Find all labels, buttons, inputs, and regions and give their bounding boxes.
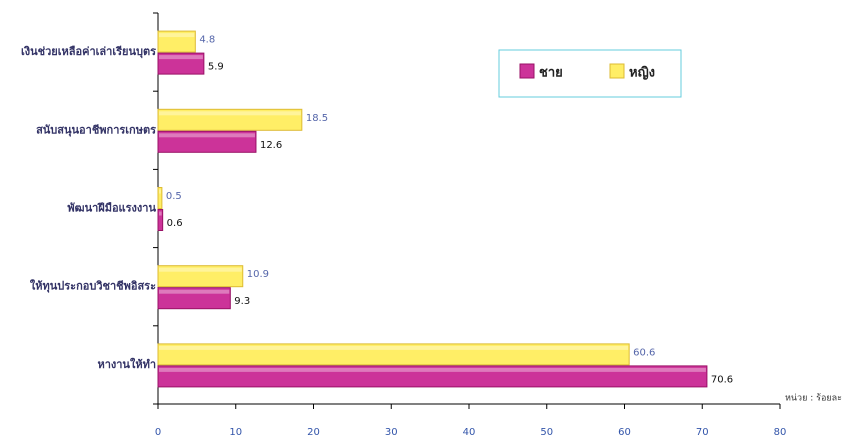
x-tick-label: 0 [155,427,161,438]
legend-swatch [519,63,535,79]
bar [157,30,196,53]
value-label: 10.9 [247,269,269,280]
category-label: สนับสนุนอาชีพการเกษตร [36,123,156,137]
value-label: 70.6 [711,374,733,385]
bar [157,365,708,388]
value-label: 60.6 [633,347,655,358]
value-label: 18.5 [306,113,328,124]
x-tick-label: 30 [385,427,398,438]
category-label: พัฒนาฝีมือแรงงาน [67,202,156,215]
x-tick-label: 20 [307,427,320,438]
bar-shine [159,111,301,116]
bar-shine [159,33,195,38]
unit-note: หน่วย : ร้อยละ [785,393,842,404]
legend-swatch [609,63,625,79]
bar [157,108,303,131]
bar [157,265,244,288]
category-label: หางานให้ทำ [97,357,156,371]
bar [157,130,257,153]
bar-shine [159,345,629,350]
x-tick-label: 80 [774,427,787,438]
bar-shine [159,55,203,60]
legend-label: ชาย [539,66,563,81]
bar [157,287,231,310]
bar [157,187,163,209]
x-tick-label: 40 [463,427,476,438]
value-label: 12.6 [260,140,282,151]
category-label: เงินช่วยเหลือค่าเล่าเรียนบุตร [21,45,156,59]
value-label: 0.5 [166,191,182,202]
bar-shine [159,267,242,272]
value-label: 4.8 [199,35,215,46]
x-tick-label: 10 [229,427,242,438]
bar-shine [159,189,161,194]
bar [157,52,205,75]
x-tick-label: 60 [618,427,631,438]
bar-shine [159,211,162,216]
category-label: ให้ทุนประกอบวิชาชีพอิสระ [30,279,156,294]
legend-label: หญิง [629,66,655,81]
bar-shine [159,133,255,138]
bar-shine [159,289,230,294]
bar [157,343,630,366]
value-label: 9.3 [234,296,250,307]
bar [157,209,164,231]
x-tick-label: 50 [540,427,553,438]
x-tick-label: 70 [696,427,709,438]
value-label: 5.9 [208,62,224,73]
value-label: 0.6 [167,218,183,229]
bar-shine [159,367,706,372]
